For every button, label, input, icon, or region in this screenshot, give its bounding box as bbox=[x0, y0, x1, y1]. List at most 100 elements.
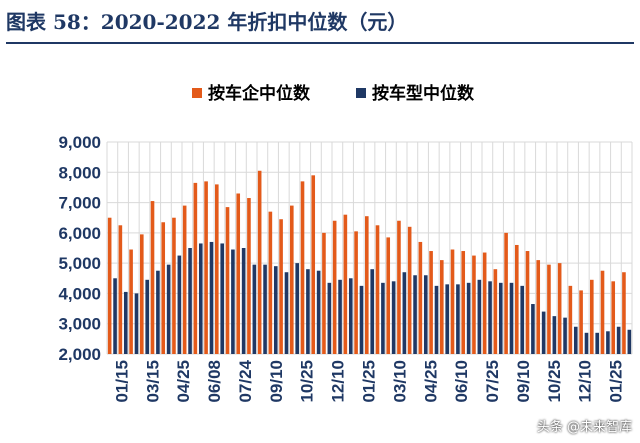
bar-series-model bbox=[252, 264, 257, 354]
x-tick-label: 09/10 bbox=[514, 360, 533, 403]
legend: 按车企中位数 按车型中位数 bbox=[192, 83, 475, 104]
y-tick-label: 7,000 bbox=[58, 194, 101, 213]
bar-series-automaker bbox=[150, 201, 155, 354]
bar-series-model bbox=[134, 293, 139, 354]
bar-series-model bbox=[188, 248, 192, 354]
x-tick-label: 12/10 bbox=[329, 360, 348, 403]
grid-lines bbox=[106, 141, 633, 355]
axes: 2,000 3,000 4,000 5,000 6,000 7,000 8,000 9,000… bbox=[58, 133, 625, 403]
bar-series-model bbox=[241, 248, 246, 354]
x-tick-label: 03/10 bbox=[390, 360, 409, 403]
bar-series-automaker bbox=[557, 263, 562, 354]
bar-series-automaker bbox=[236, 193, 241, 354]
legend-label-model: 按车型中位数 bbox=[372, 83, 475, 104]
bar-series-automaker bbox=[129, 249, 133, 354]
bar-series-automaker bbox=[461, 251, 466, 354]
bar-series-automaker bbox=[311, 175, 316, 354]
bar-series-model bbox=[316, 270, 321, 354]
bar-series-model bbox=[552, 316, 557, 354]
bar-series-model bbox=[402, 272, 407, 354]
bar-series-model bbox=[509, 282, 514, 354]
bar-series-automaker bbox=[279, 219, 283, 354]
title-divider bbox=[6, 42, 634, 44]
bar-series-model bbox=[423, 275, 428, 354]
figure-title: 图表 58：2020-2022 年折扣中位数（元） bbox=[6, 10, 408, 34]
y-tick-label: 6,000 bbox=[58, 224, 101, 243]
bar-series-model bbox=[595, 332, 599, 354]
bar-series-automaker bbox=[600, 270, 605, 354]
bar-series-model bbox=[123, 291, 128, 354]
bar-series-automaker bbox=[247, 198, 251, 354]
bar-series-model bbox=[563, 317, 567, 354]
bars bbox=[107, 170, 632, 354]
bar-series-automaker bbox=[568, 285, 573, 354]
bar-series-automaker bbox=[322, 232, 326, 354]
y-tick-label: 9,000 bbox=[58, 133, 101, 152]
bar-series-model bbox=[606, 331, 610, 354]
bar-series-automaker bbox=[215, 184, 219, 354]
bar-series-automaker bbox=[525, 251, 530, 354]
watermark: 头条 @未来智库 bbox=[536, 420, 632, 435]
x-tick-label: 09/10 bbox=[267, 360, 286, 403]
bar-series-automaker bbox=[225, 207, 230, 354]
bar-series-automaker bbox=[397, 220, 401, 354]
bar-series-automaker bbox=[300, 181, 305, 354]
bar-series-model bbox=[198, 243, 203, 354]
bar-series-automaker bbox=[257, 170, 262, 354]
x-tick-label: 12/10 bbox=[576, 360, 595, 403]
bar-series-model bbox=[348, 278, 353, 354]
bar-series-automaker bbox=[547, 264, 551, 354]
bar-series-automaker bbox=[407, 226, 412, 354]
bar-series-model bbox=[413, 275, 417, 354]
bar-series-model bbox=[498, 282, 503, 354]
bar-series-model bbox=[145, 279, 149, 354]
y-tick-label: 3,000 bbox=[58, 315, 101, 334]
bar-series-automaker bbox=[450, 249, 455, 354]
x-tick-label: 07/25 bbox=[483, 360, 502, 403]
bar-series-automaker bbox=[365, 216, 369, 354]
y-tick-label: 8,000 bbox=[58, 163, 101, 182]
bar-series-automaker bbox=[290, 205, 294, 354]
bar-series-model bbox=[359, 285, 364, 354]
bar-series-automaker bbox=[354, 231, 358, 354]
bar-series-model bbox=[156, 270, 160, 354]
bar-series-model bbox=[220, 243, 224, 354]
x-tick-label: 06/08 bbox=[205, 360, 224, 403]
bar-series-automaker bbox=[536, 260, 541, 354]
bar-series-model bbox=[284, 272, 289, 354]
bar-series-automaker bbox=[193, 182, 198, 354]
bar-series-model bbox=[573, 326, 578, 354]
bar-series-automaker bbox=[579, 290, 583, 354]
bar-series-automaker bbox=[172, 217, 176, 354]
x-tick-label: 06/10 bbox=[452, 360, 471, 403]
y-tick-label: 5,000 bbox=[58, 254, 101, 273]
x-tick-label: 10/25 bbox=[545, 360, 564, 403]
x-tick-label: 01/25 bbox=[607, 360, 626, 403]
bar-series-automaker bbox=[482, 252, 487, 354]
bar-series-model bbox=[627, 329, 632, 354]
bar-series-model bbox=[113, 278, 117, 354]
x-tick-label: 01/25 bbox=[360, 360, 379, 403]
bar-series-model bbox=[338, 279, 342, 354]
bar-series-model bbox=[381, 282, 385, 354]
bar-series-automaker bbox=[611, 281, 616, 354]
bar-series-model bbox=[541, 311, 546, 354]
bar-series-automaker bbox=[343, 214, 348, 354]
bar-series-automaker bbox=[418, 241, 423, 354]
bar-series-automaker bbox=[429, 251, 433, 354]
y-tick-label: 4,000 bbox=[58, 284, 101, 303]
bar-series-model bbox=[327, 282, 332, 354]
bar-series-automaker bbox=[268, 211, 273, 354]
x-tick-label: 07/24 bbox=[236, 359, 255, 402]
bar-series-model bbox=[477, 279, 482, 354]
bar-series-model bbox=[231, 249, 235, 354]
bar-series-model bbox=[434, 285, 439, 354]
x-tick-label: 10/25 bbox=[298, 360, 317, 403]
bar-series-model bbox=[531, 304, 535, 354]
x-tick-label: 03/15 bbox=[143, 360, 162, 403]
bar-series-automaker bbox=[140, 234, 144, 354]
bar-series-model bbox=[456, 284, 460, 354]
bar-series-model bbox=[209, 241, 214, 354]
x-tick-label: 01/15 bbox=[112, 360, 131, 403]
